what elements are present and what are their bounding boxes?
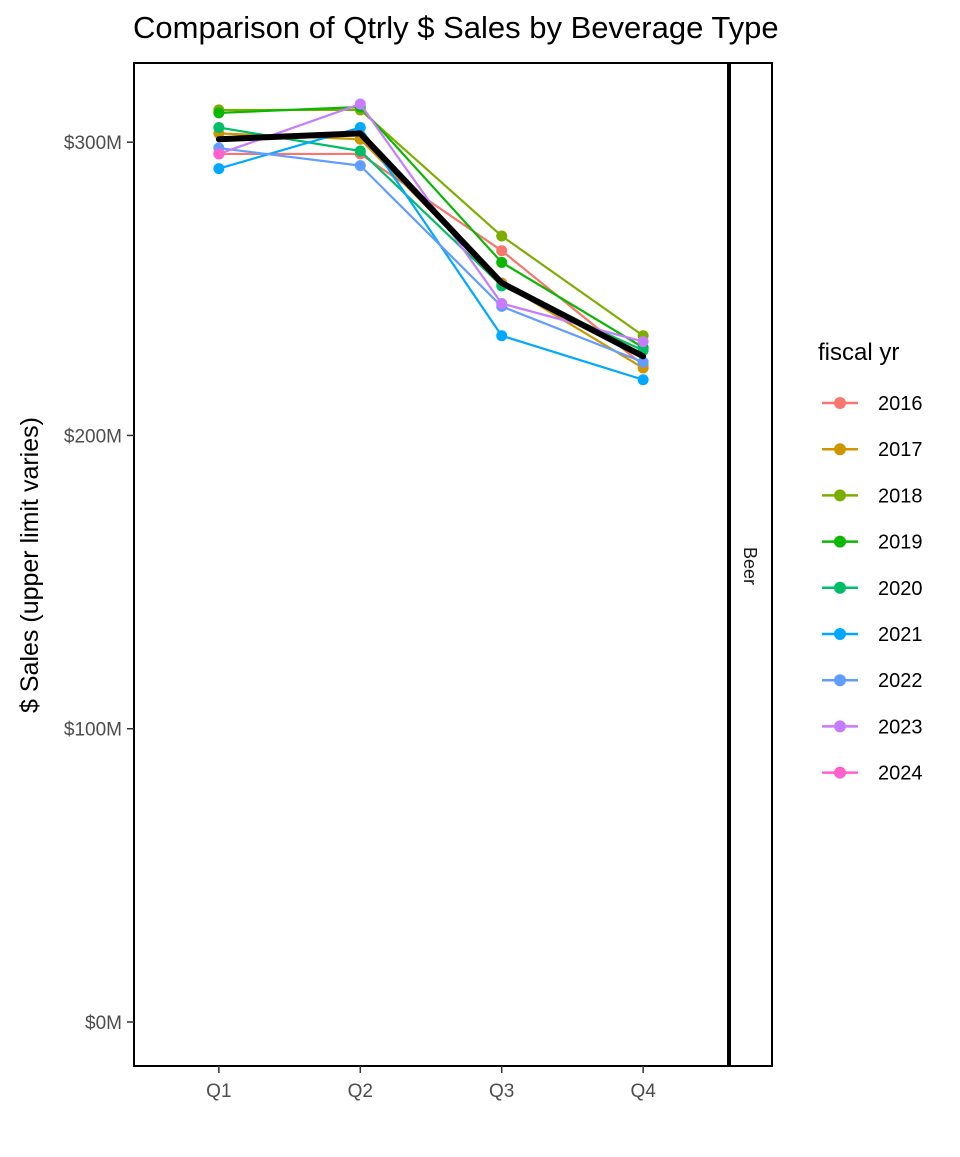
data-point-2021: [496, 330, 508, 342]
plot-panel-border: [133, 62, 729, 1067]
data-point-2020: [213, 122, 225, 134]
data-point-2021: [354, 122, 366, 134]
data-point-2022: [637, 356, 649, 368]
y-tick-label: $300M: [64, 133, 122, 154]
y-tick-label: $100M: [64, 720, 122, 741]
legend-key-point-2022: [834, 674, 846, 687]
legend-label-2021: 2021: [878, 624, 923, 646]
legend-key-point-2018: [834, 489, 846, 502]
data-point-2023: [354, 98, 366, 110]
x-tick-label: Q3: [489, 1081, 514, 1102]
legend-key-point-2023: [834, 720, 846, 733]
average-line: [215, 130, 647, 360]
legend-key-point-2020: [834, 581, 846, 594]
facet-strip-box: [729, 62, 773, 1067]
data-point-2021: [637, 374, 649, 386]
legend-label-2017: 2017: [878, 439, 923, 461]
legend-label-2022: 2022: [878, 670, 923, 692]
legend-label-2024: 2024: [878, 763, 923, 785]
legend-key-point-2021: [834, 628, 846, 640]
legend-label-2023: 2023: [878, 716, 923, 738]
y-tick-label: $200M: [64, 426, 122, 447]
legend-key-point-2017: [834, 443, 846, 456]
legend-title: fiscal yr: [818, 339, 899, 366]
y-axis-label: $ Sales (upper limit varies): [16, 417, 44, 713]
legend-label-2018: 2018: [878, 485, 923, 507]
plot-panel: $0M $100M $200M $300M Q1 Q2 Q3 Q4: [64, 62, 729, 1102]
x-tick-label: Q4: [630, 1081, 656, 1102]
facet-strip: Beer: [729, 62, 773, 1067]
data-point-2019: [213, 107, 225, 119]
legend-key-point-2019: [834, 535, 846, 548]
legend: fiscal yr 2016 2017 2018 2019 2020 2021 2022 20…: [818, 339, 923, 785]
x-tick-label: Q2: [348, 1081, 373, 1102]
legend-label-2019: 2019: [878, 532, 923, 554]
data-point-2023: [637, 336, 649, 348]
legend-label-2020: 2020: [878, 578, 923, 600]
data-point-2019: [496, 256, 508, 268]
legend-label-2016: 2016: [878, 393, 923, 415]
facet-label: Beer: [740, 547, 760, 585]
data-point-2024: [213, 148, 225, 160]
chart-title: Comparison of Qtrly $ Sales by Beverage …: [133, 10, 779, 45]
data-point-2022: [354, 160, 366, 172]
x-tick-label: Q1: [206, 1081, 231, 1102]
data-point-2018: [496, 230, 508, 242]
data-point-2016: [496, 245, 508, 257]
legend-key-point-2024: [834, 766, 846, 779]
data-point-2021: [213, 163, 225, 175]
series-line-2022: [218, 146, 644, 364]
series-line-2021: [218, 126, 644, 381]
legend-key-point-2016: [834, 397, 846, 409]
data-point-2020: [354, 145, 366, 157]
y-tick-label: $0M: [85, 1013, 122, 1034]
data-point-2023: [496, 297, 508, 309]
series-line-2019: [218, 105, 644, 349]
